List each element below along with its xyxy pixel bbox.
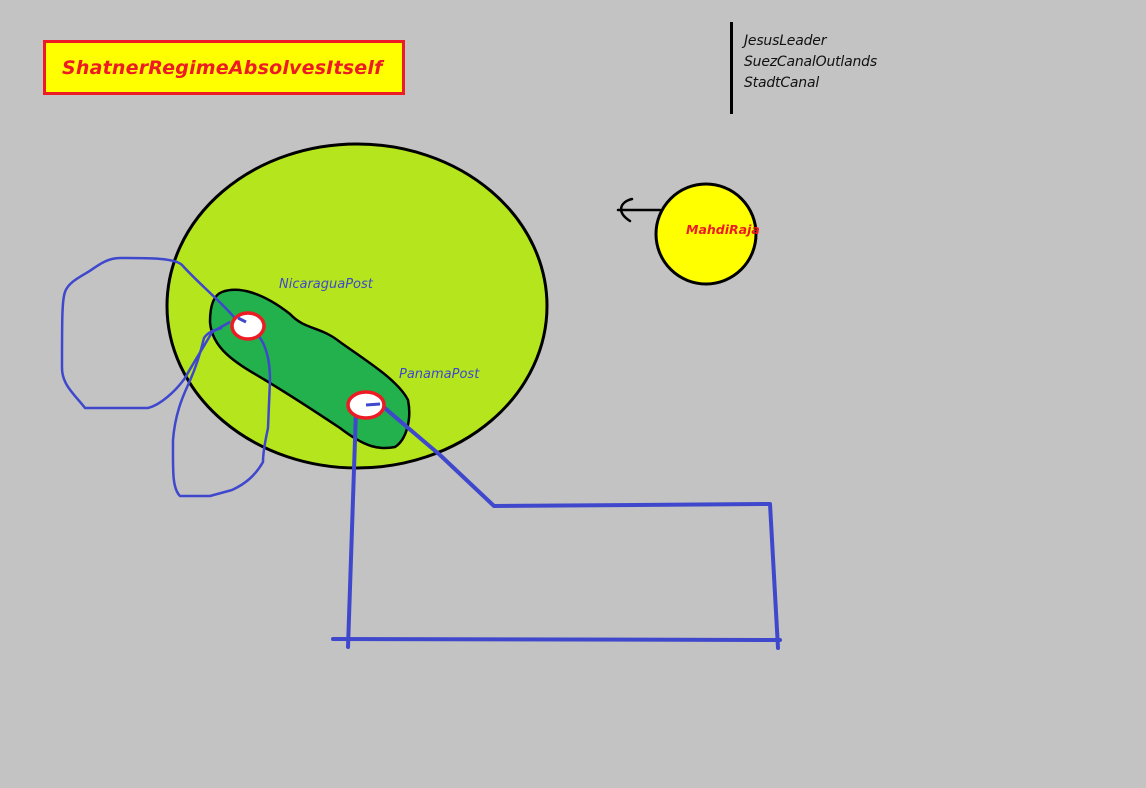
nicaragua-post-marker[interactable] (230, 311, 266, 341)
mahdi-sun-circle (654, 182, 758, 286)
blue-loop-left (60, 256, 239, 410)
legend-item: SuezCanalOutlands (744, 54, 877, 70)
blue-loop-lower (171, 326, 272, 498)
legend-list: JesusLeader SuezCanalOutlands StadtCanal (744, 31, 877, 94)
nicaragua-post-label: NicaraguaPost (279, 277, 373, 292)
page-title: ShatnerRegimeAbsolvesItself (62, 56, 383, 79)
legend-divider (730, 22, 733, 114)
large-lime-circle (165, 142, 549, 470)
mahdi-raja-label: MahdiRaja (686, 222, 760, 237)
legend-item: JesusLeader (744, 33, 827, 49)
blue-route-lines (331, 402, 782, 650)
legend-item: StadtCanal (744, 75, 820, 91)
nicaragua-connector (237, 316, 247, 324)
left-arrow-icon (616, 197, 662, 223)
panama-connector (365, 402, 381, 407)
panama-post-label: PanamaPost (399, 367, 480, 382)
title-box: ShatnerRegimeAbsolvesItself (43, 40, 405, 95)
